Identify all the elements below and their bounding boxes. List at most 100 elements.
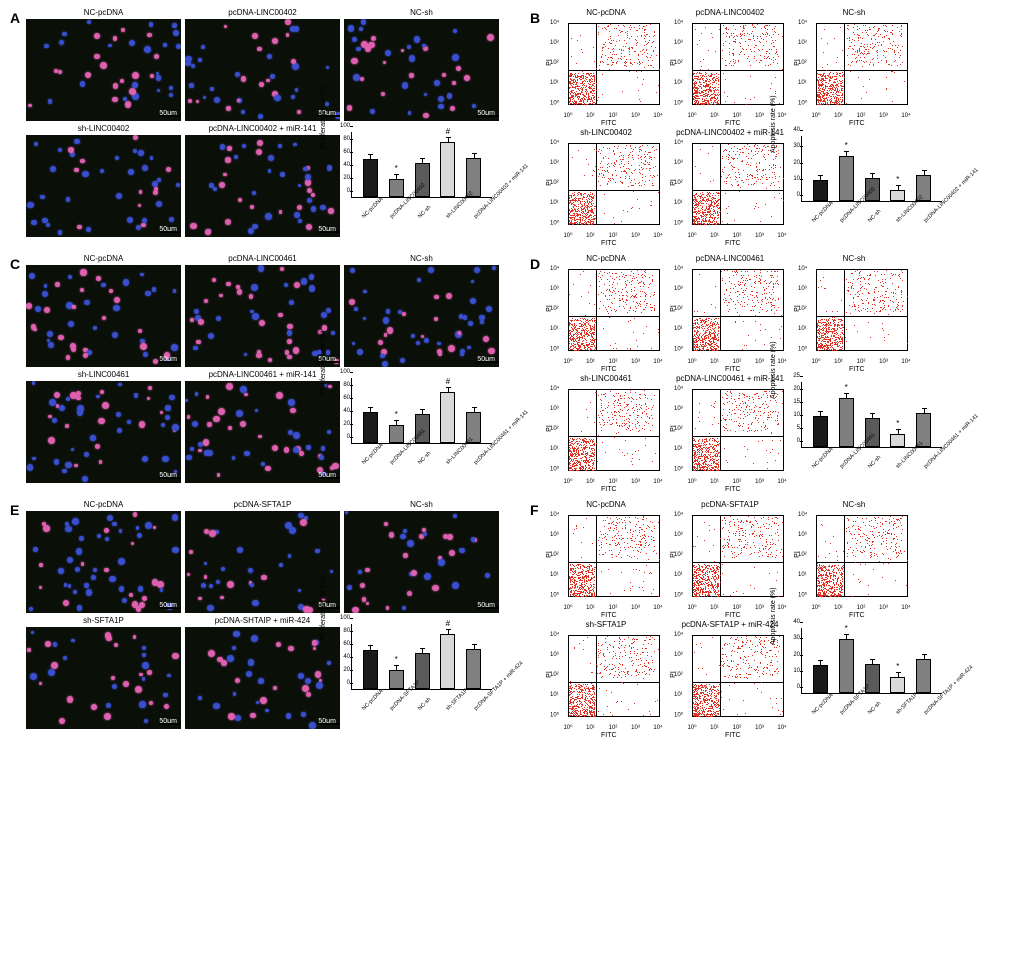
flow-y-axis-label: PI [794,59,801,66]
bar [813,180,828,201]
bar [363,650,378,689]
panel-label: F [530,502,539,518]
flow-x-axis-label: FITC [601,612,617,619]
chart-x-tick-label: sh-SFTA1P [445,700,456,711]
chart-x-tick-label: NC-sh [417,208,428,219]
condition-title: sh-SFTA1P [586,620,627,630]
chart-cell: 020406080100Proliferation rate (%)*#NC-p… [344,124,499,237]
micrograph-image: 50μm [185,265,340,367]
chart-cell: 010203040Apoptosis rate (%)**NC-pcDNApcD… [794,128,949,245]
flow-cell: sh-SFTA1P10⁰10⁰10¹10¹10²10²10³10³10⁴10⁴P… [546,620,666,737]
scale-bar: 50μm [477,356,495,363]
flow-y-axis-label: PI [546,551,553,558]
scale-bar: 50μm [159,602,177,609]
micrograph-cell: sh-LINC00461 50μm [26,370,181,483]
flow-x-axis-label: FITC [601,240,617,247]
flow-scatter-plot: 10⁰10⁰10¹10¹10²10²10³10³10⁴10⁴PIFITC [670,631,790,737]
micrograph-cell: pcDNA-LINC0046150μm [185,254,340,367]
condition-title: sh-LINC00402 [78,124,130,134]
chart-x-tick-label: pcDNA-LINC00461 + miR-141 [473,454,484,465]
chart-x-tick-label: NC-sh [417,700,428,711]
scale-bar: 50μm [318,472,336,479]
chart-x-tick-label: sh-LINC00402 [895,212,906,223]
flow-scatter-plot: 10⁰10⁰10¹10¹10²10²10³10³10⁴10⁴PIFITC [794,511,914,617]
significance-marker: # [446,619,450,628]
condition-title: NC-sh [843,254,866,264]
chart-x-tick-label: pcDNA-LINC00402 [839,212,850,223]
flow-x-axis-label: FITC [725,240,741,247]
significance-marker: * [896,662,899,671]
bar: * [389,425,404,443]
micrograph-cell: NC-sh50μm [344,8,499,121]
bar: # [440,634,455,689]
flow-y-axis-label: PI [546,425,553,432]
bar: # [440,392,455,443]
condition-title: NC-pcDNA [586,500,626,510]
micrograph-cell: pcDNA-LINC00461 + miR-14150μm [185,370,340,483]
condition-title: sh-LINC00461 [78,370,130,380]
bar: * [890,677,905,693]
condition-title: sh-SFTA1P [83,616,124,626]
micrograph-image: 50μm [26,627,181,729]
micrograph-image: 50μm [185,627,340,729]
condition-title: NC-pcDNA [84,254,124,264]
flow-cell: NC-pcDNA10⁰10⁰10¹10¹10²10²10³10³10⁴10⁴PI… [546,8,666,125]
chart-x-tick-label: NC-pcDNA [361,700,372,711]
micrograph-image: 50μm [26,265,181,367]
significance-marker: * [395,655,398,664]
panel-label: B [530,10,540,26]
flow-scatter-plot: 10⁰10⁰10¹10¹10²10²10³10³10⁴10⁴PIFITC [670,385,790,491]
flow-y-axis-label: PI [546,179,553,186]
chart-x-tick-label: NC-pcDNA [811,458,822,469]
condition-title: NC-pcDNA [586,8,626,18]
chart-x-tick-label: pcDNA-SFTA1P [389,700,400,711]
micrograph-image: 50μm [26,135,181,237]
flow-y-axis-label: PI [794,551,801,558]
flow-scatter-plot: 10⁰10⁰10¹10¹10²10²10³10³10⁴10⁴PIFITC [546,631,666,737]
micrograph-cell: NC-sh 50μm [344,254,499,367]
micrograph-cell: pcDNA-LINC0040250μm [185,8,340,121]
micrograph-image: 50μm [185,19,340,121]
flow-y-axis-label: PI [670,551,677,558]
flow-scatter-plot: 10⁰10⁰10¹10¹10²10²10³10³10⁴10⁴PIFITC [670,139,790,245]
scale-bar: 50μm [477,602,495,609]
bar: * [839,639,854,693]
chart-x-tick-label: NC-pcDNA [811,212,822,223]
micrograph-image: 50μm [185,381,340,483]
condition-title: NC-pcDNA [84,8,124,18]
bar [813,665,828,693]
flow-x-axis-label: FITC [725,120,741,127]
chart-x-tick-label: sh-LINC00461 [895,458,906,469]
flow-cell: sh-LINC0046110⁰10⁰10¹10¹10²10²10³10³10⁴1… [546,374,666,491]
condition-title: NC-sh [410,254,433,264]
panel-label: C [10,256,20,272]
chart-y-axis-label: Apoptosis rate (%) [770,95,777,153]
flow-scatter-plot: 10⁰10⁰10¹10¹10²10²10³10³10⁴10⁴PIFITC [546,511,666,617]
bar-chart: 010203040Apoptosis rate (%)**NC-pcDNApcD… [794,128,949,240]
scale-bar: 50μm [159,472,177,479]
condition-title: pcDNA-LINC00402 [228,8,296,18]
chart-x-tick-label: NC-sh [867,458,878,469]
chart-y-axis-label: Proliferation rate (%) [320,576,327,640]
chart-x-tick-label: pcDNA-SFTA1P + miR-424 [923,704,934,715]
significance-marker: # [446,377,450,386]
micrograph-cell: NC-sh50μm [344,500,499,613]
panel-D: DNC-pcDNA10⁰10⁰10¹10¹10²10²10³10³10⁴10⁴P… [528,254,1020,494]
flow-scatter-plot: 10⁰10⁰10¹10¹10²10²10³10³10⁴10⁴PIFITC [794,265,914,371]
bar: * [389,179,404,197]
significance-marker: * [395,164,398,173]
flow-x-axis-label: FITC [725,732,741,739]
chart-cell: 010203040Apoptosis rate (%)**NC-pcDNApcD… [794,620,949,737]
scale-bar: 50μm [318,718,336,725]
flow-x-axis-label: FITC [725,612,741,619]
chart-x-tick-label: pcDNA-LINC00461 + miR-141 [923,458,934,469]
chart-x-tick-label: NC-pcDNA [361,454,372,465]
micrograph-image: 50μm [344,511,499,613]
panel-B: BNC-pcDNA10⁰10⁰10¹10¹10²10²10³10³10⁴10⁴P… [528,8,1020,248]
flow-scatter-plot: 10⁰10⁰10¹10¹10²10²10³10³10⁴10⁴PIFITC [794,19,914,125]
condition-title: pcDNA-SFTA1P [234,500,292,510]
condition-title: pcDNA-SFTA1P + miR-424 [682,620,779,630]
micrograph-cell: NC-pcDNA50μm [26,254,181,367]
chart-x-tick-label: pcDNA-LINC00402 + miR-141 [923,212,934,223]
condition-title: NC-sh [410,8,433,18]
